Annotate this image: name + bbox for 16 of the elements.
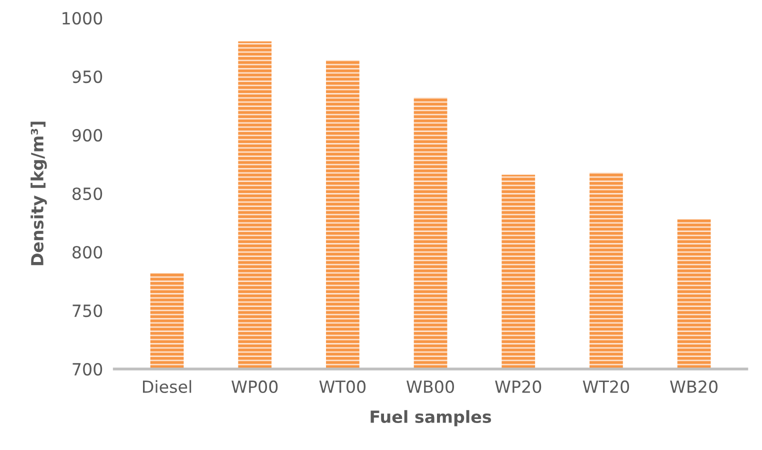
x-tick-label: WT20 bbox=[582, 380, 630, 394]
y-tick-label: 800 bbox=[72, 246, 102, 259]
y-tick-label: 700 bbox=[72, 362, 102, 376]
y-tick-label: 900 bbox=[72, 128, 102, 142]
x-tick-label: WB20 bbox=[670, 380, 718, 394]
x-axis-title: Fuel samples bbox=[370, 410, 492, 426]
x-tick-label: WP00 bbox=[232, 380, 278, 394]
x-tick-label: WP20 bbox=[495, 380, 542, 394]
y-tick-label: 850 bbox=[72, 187, 102, 200]
y-tick-label: 950 bbox=[72, 70, 102, 84]
y-axis-title: Density [kg/m³] bbox=[30, 122, 47, 266]
y-tick-label: 750 bbox=[72, 304, 102, 318]
y-tick-label: 1000 bbox=[62, 12, 102, 25]
x-tick-label: WT00 bbox=[319, 380, 366, 394]
x-tick-label: Diesel bbox=[142, 380, 192, 394]
x-tick-label: WB00 bbox=[406, 380, 454, 394]
